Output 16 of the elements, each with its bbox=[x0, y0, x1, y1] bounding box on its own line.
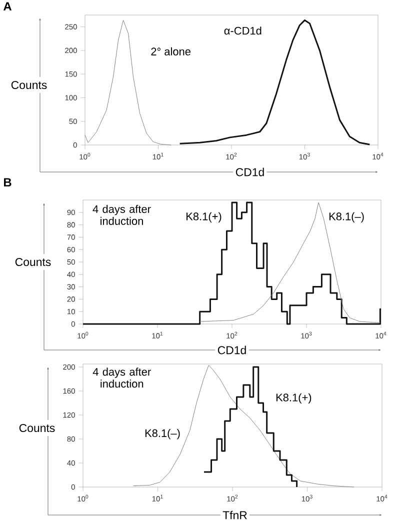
y-axis-title: Counts bbox=[19, 424, 55, 432]
text: A bbox=[3, 2, 12, 10]
x-axis-title: TfnR bbox=[222, 510, 247, 520]
series-label: K8.1(+) bbox=[186, 212, 222, 222]
series-label: 2° alone bbox=[151, 47, 190, 56]
text: B bbox=[4, 178, 12, 186]
x-axis-title: CD1d bbox=[236, 168, 264, 176]
text: α-CD1d bbox=[224, 26, 262, 35]
series-label: K8.1(+) bbox=[276, 393, 312, 404]
x-axis-title: CD1d bbox=[218, 346, 246, 354]
y-axis-title: Counts bbox=[11, 80, 47, 90]
series-label: K8.1(–) bbox=[145, 429, 180, 440]
series-label: K8.1(–) bbox=[329, 212, 364, 222]
annotation: 4 days after induction bbox=[92, 368, 151, 388]
annotation: 4 days after induction bbox=[92, 204, 151, 225]
y-axis-title: Counts bbox=[15, 258, 51, 266]
